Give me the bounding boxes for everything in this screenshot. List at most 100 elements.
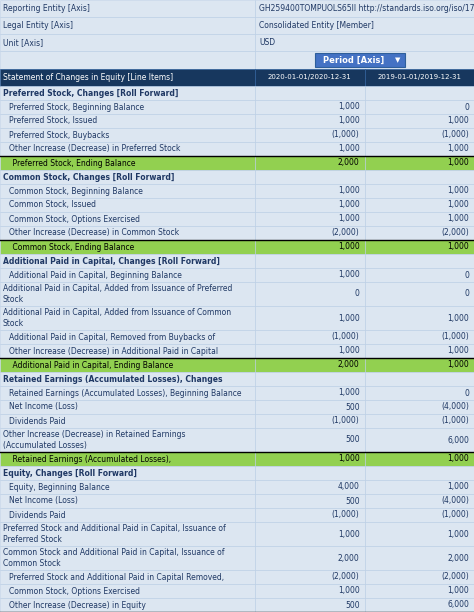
Bar xyxy=(365,212,474,226)
Bar xyxy=(0,480,255,494)
Bar xyxy=(365,330,474,344)
Bar xyxy=(0,128,255,142)
Bar xyxy=(365,344,474,358)
Text: Preferred Stock, Issued: Preferred Stock, Issued xyxy=(9,116,97,125)
Text: 1,000: 1,000 xyxy=(447,529,469,539)
Bar xyxy=(365,480,474,494)
Bar xyxy=(0,570,255,584)
Bar xyxy=(365,69,474,86)
Text: Consolidated Entity [Member]: Consolidated Entity [Member] xyxy=(259,21,374,30)
Bar xyxy=(0,358,255,372)
Text: 1,000: 1,000 xyxy=(338,346,359,356)
Bar xyxy=(255,69,365,86)
Bar xyxy=(0,584,255,598)
Text: 1,000: 1,000 xyxy=(447,214,469,223)
Bar xyxy=(365,546,474,570)
Text: 2,000: 2,000 xyxy=(338,159,359,168)
Bar xyxy=(0,344,255,358)
Text: Retained Earnings (Accumulated Losses), Beginning Balance: Retained Earnings (Accumulated Losses), … xyxy=(9,389,241,398)
Bar xyxy=(255,414,365,428)
Bar xyxy=(0,156,255,170)
Text: 1,000: 1,000 xyxy=(338,586,359,595)
Bar xyxy=(0,400,255,414)
Bar xyxy=(365,584,474,598)
Text: 0: 0 xyxy=(464,271,469,280)
Bar xyxy=(365,386,474,400)
Text: (1,000): (1,000) xyxy=(441,417,469,425)
Bar xyxy=(365,170,474,184)
Bar xyxy=(255,282,365,306)
Bar xyxy=(0,184,255,198)
Bar xyxy=(315,53,404,67)
Bar xyxy=(255,212,365,226)
Text: 1,000: 1,000 xyxy=(338,313,359,323)
Text: 1,000: 1,000 xyxy=(338,144,359,154)
Text: 2,000: 2,000 xyxy=(338,553,359,562)
Text: Preferred Stock, Ending Balance: Preferred Stock, Ending Balance xyxy=(3,159,136,168)
Text: 6,000: 6,000 xyxy=(447,436,469,444)
Text: 2,000: 2,000 xyxy=(338,360,359,370)
Text: Common Stock, Options Exercised: Common Stock, Options Exercised xyxy=(9,586,140,595)
Bar xyxy=(0,170,255,184)
Bar xyxy=(255,428,365,452)
Text: 1,000: 1,000 xyxy=(338,529,359,539)
Text: Other Increase (Decrease) in Preferred Stock: Other Increase (Decrease) in Preferred S… xyxy=(9,144,181,154)
Text: USD: USD xyxy=(259,38,275,47)
Bar xyxy=(0,386,255,400)
Bar xyxy=(255,466,365,480)
Text: Retained Earnings (Accumulated Losses),: Retained Earnings (Accumulated Losses), xyxy=(3,455,171,463)
Bar xyxy=(255,508,365,522)
Text: Common Stock, Ending Balance: Common Stock, Ending Balance xyxy=(3,242,134,252)
Text: 1,000: 1,000 xyxy=(447,242,469,252)
Text: Preferred Stock, Buybacks: Preferred Stock, Buybacks xyxy=(9,130,109,140)
Text: 1,000: 1,000 xyxy=(447,360,469,370)
Text: 1,000: 1,000 xyxy=(338,242,359,252)
Bar xyxy=(0,226,255,240)
Text: Additional Paid in Capital, Changes [Roll Forward]: Additional Paid in Capital, Changes [Rol… xyxy=(3,256,220,266)
Text: 2,000: 2,000 xyxy=(447,553,469,562)
Text: 6,000: 6,000 xyxy=(447,600,469,610)
Text: Equity, Beginning Balance: Equity, Beginning Balance xyxy=(9,482,109,491)
Text: Preferred Stock and Additional Paid in Capital Removed,: Preferred Stock and Additional Paid in C… xyxy=(9,572,224,581)
Text: Preferred Stock and Additional Paid in Capital, Issuance of
Preferred Stock: Preferred Stock and Additional Paid in C… xyxy=(3,524,226,543)
Bar xyxy=(255,170,365,184)
Bar xyxy=(0,452,255,466)
Text: Additional Paid in Capital, Ending Balance: Additional Paid in Capital, Ending Balan… xyxy=(3,360,173,370)
Text: Net Income (Loss): Net Income (Loss) xyxy=(9,403,78,411)
Text: 1,000: 1,000 xyxy=(447,187,469,195)
Text: Common Stock, Beginning Balance: Common Stock, Beginning Balance xyxy=(9,187,143,195)
Text: Common Stock, Options Exercised: Common Stock, Options Exercised xyxy=(9,214,140,223)
Bar xyxy=(255,128,365,142)
Text: 1,000: 1,000 xyxy=(447,144,469,154)
Bar xyxy=(365,494,474,508)
Bar xyxy=(365,156,474,170)
Bar xyxy=(0,100,255,114)
Bar xyxy=(255,17,474,34)
Text: Dividends Paid: Dividends Paid xyxy=(9,417,65,425)
Bar xyxy=(365,226,474,240)
Bar xyxy=(365,282,474,306)
Text: (1,000): (1,000) xyxy=(332,417,359,425)
Text: (2,000): (2,000) xyxy=(441,572,469,581)
Text: Additional Paid in Capital, Added from Issuance of Common
Stock: Additional Paid in Capital, Added from I… xyxy=(3,308,231,327)
Bar xyxy=(0,142,255,156)
Bar xyxy=(0,508,255,522)
Bar xyxy=(365,452,474,466)
Bar xyxy=(255,0,474,17)
Bar xyxy=(255,386,365,400)
Bar xyxy=(365,358,474,372)
Text: 0: 0 xyxy=(464,102,469,111)
Bar xyxy=(365,268,474,282)
Text: Additional Paid in Capital, Removed from Buybacks of: Additional Paid in Capital, Removed from… xyxy=(9,332,215,341)
Text: (1,000): (1,000) xyxy=(332,332,359,341)
Bar xyxy=(255,156,365,170)
Text: GH259400TOMPUOLS65II http://standards.iso.org/iso/17442: GH259400TOMPUOLS65II http://standards.is… xyxy=(259,4,474,13)
Text: Dividends Paid: Dividends Paid xyxy=(9,510,65,520)
Text: Net Income (Loss): Net Income (Loss) xyxy=(9,496,78,506)
Bar xyxy=(0,0,255,17)
Text: 1,000: 1,000 xyxy=(447,455,469,463)
Text: Period [Axis]: Period [Axis] xyxy=(323,56,384,64)
Bar xyxy=(255,86,365,100)
Bar xyxy=(255,358,365,372)
Bar xyxy=(255,344,365,358)
